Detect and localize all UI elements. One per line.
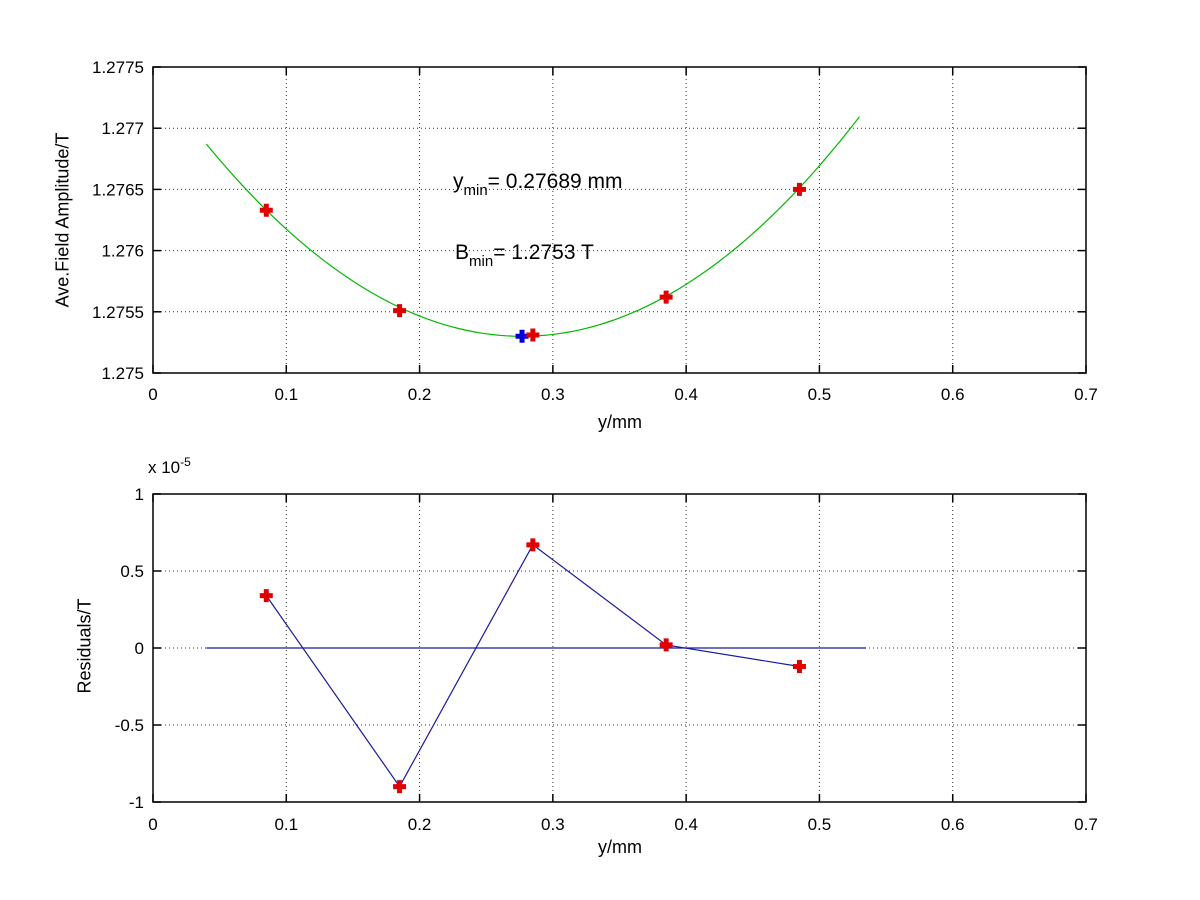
top-x-tick-label: 0.6	[941, 385, 965, 404]
ymin-annotation-value: = 0.27689 mm	[487, 170, 623, 193]
bottom-x-tick-label: 0.6	[941, 815, 965, 834]
top-y-tick-label: 1.275	[101, 364, 144, 383]
top-x-tick-label: 0.4	[674, 385, 698, 404]
top-x-tick-label: 0.2	[408, 385, 432, 404]
top-x-tick-label: 0.3	[541, 385, 565, 404]
residual-point-marker	[659, 638, 673, 652]
ymin-annotation: ymin= 0.27689 mm	[453, 170, 623, 199]
top-x-axis-label: y/mm	[598, 412, 642, 432]
bmin-annotation-sub: min	[469, 253, 494, 270]
top-y-tick-label: 1.2775	[92, 58, 144, 77]
top-y-tick-label: 1.2765	[92, 180, 144, 199]
top-x-tick-label: 0.7	[1074, 385, 1098, 404]
bottom-x-tick-label: 0.1	[274, 815, 298, 834]
bottom-y-tick-label: 0	[135, 639, 144, 658]
bmin-annotation-value: = 1.2753 T	[493, 241, 594, 264]
bmin-annotation: Bmin= 1.2753 T	[455, 241, 594, 270]
data-point-marker	[659, 290, 673, 304]
bottom-x-tick-label: 0.7	[1074, 815, 1098, 834]
bottom-y-tick-label: -1	[129, 793, 144, 812]
residual-line	[265, 543, 800, 788]
bottom-y-tick-label: -0.5	[115, 716, 144, 735]
ymin-annotation-base: y	[453, 170, 464, 193]
bottom-x-axis-label: y/mm	[598, 837, 642, 857]
bottom-x-tick-label: 0.5	[808, 815, 832, 834]
top-y-tick-label: 1.277	[101, 119, 144, 138]
data-point-marker	[526, 328, 540, 342]
residual-point-marker	[792, 659, 806, 673]
top-x-tick-label: 0	[148, 385, 157, 404]
bottom-y-tick-label: 1	[135, 485, 144, 504]
y-axis-multiplier-exponent: -5	[180, 455, 191, 469]
residual-point-marker	[259, 589, 273, 603]
bottom-y-axis-label: Residuals/T	[74, 598, 95, 694]
top-y-tick-label: 1.276	[101, 242, 144, 261]
bottom-x-tick-label: 0.2	[408, 815, 432, 834]
bottom-x-tick-label: 0	[148, 815, 157, 834]
top-x-tick-label: 0.5	[808, 385, 832, 404]
y-axis-multiplier-base: x 10	[148, 458, 181, 477]
y-axis-multiplier: x 10-5	[148, 455, 191, 478]
fit-curve	[205, 116, 860, 337]
top-x-tick-label: 0.1	[274, 385, 298, 404]
residual-point-marker	[393, 780, 407, 794]
residual-point-marker	[526, 538, 540, 552]
top-y-tick-label: 1.2755	[92, 303, 144, 322]
data-point-marker	[792, 182, 806, 196]
data-point-marker	[393, 304, 407, 318]
top-y-axis-label: Ave.Field Amplitude/T	[52, 132, 73, 308]
bottom-y-tick-label: 0.5	[120, 562, 144, 581]
bottom-x-tick-label: 0.3	[541, 815, 565, 834]
ymin-annotation-sub: min	[463, 182, 488, 199]
bottom-x-tick-label: 0.4	[674, 815, 698, 834]
top-axes-box	[152, 66, 1087, 374]
bmin-annotation-base: B	[455, 241, 470, 264]
data-point-marker	[259, 203, 273, 217]
